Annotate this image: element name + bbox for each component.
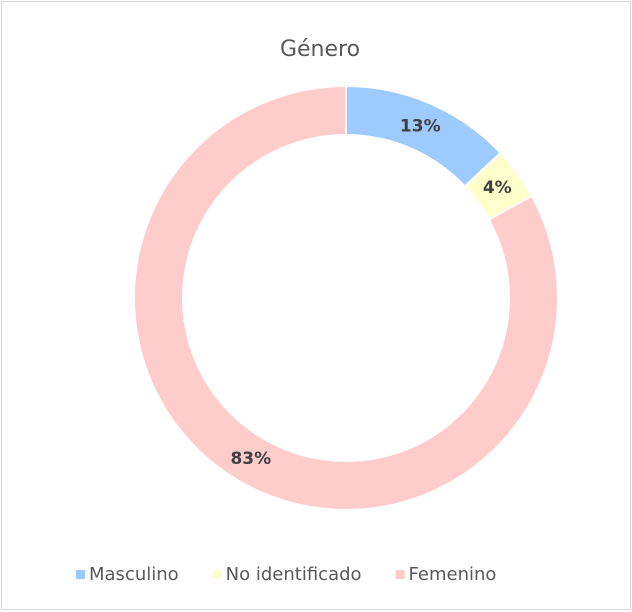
data-label: 4% <box>483 178 512 198</box>
legend-label: Femenino <box>409 564 497 585</box>
legend-swatch <box>212 570 222 579</box>
donut-slice <box>133 84 559 511</box>
legend-swatch <box>76 570 85 579</box>
legend-label: Masculino <box>89 564 179 585</box>
data-label: 83% <box>230 449 271 469</box>
legend-label: No identificado <box>226 564 362 585</box>
data-label: 13% <box>400 116 441 136</box>
legend-swatch <box>395 570 405 579</box>
chart-title: Género <box>280 37 360 62</box>
